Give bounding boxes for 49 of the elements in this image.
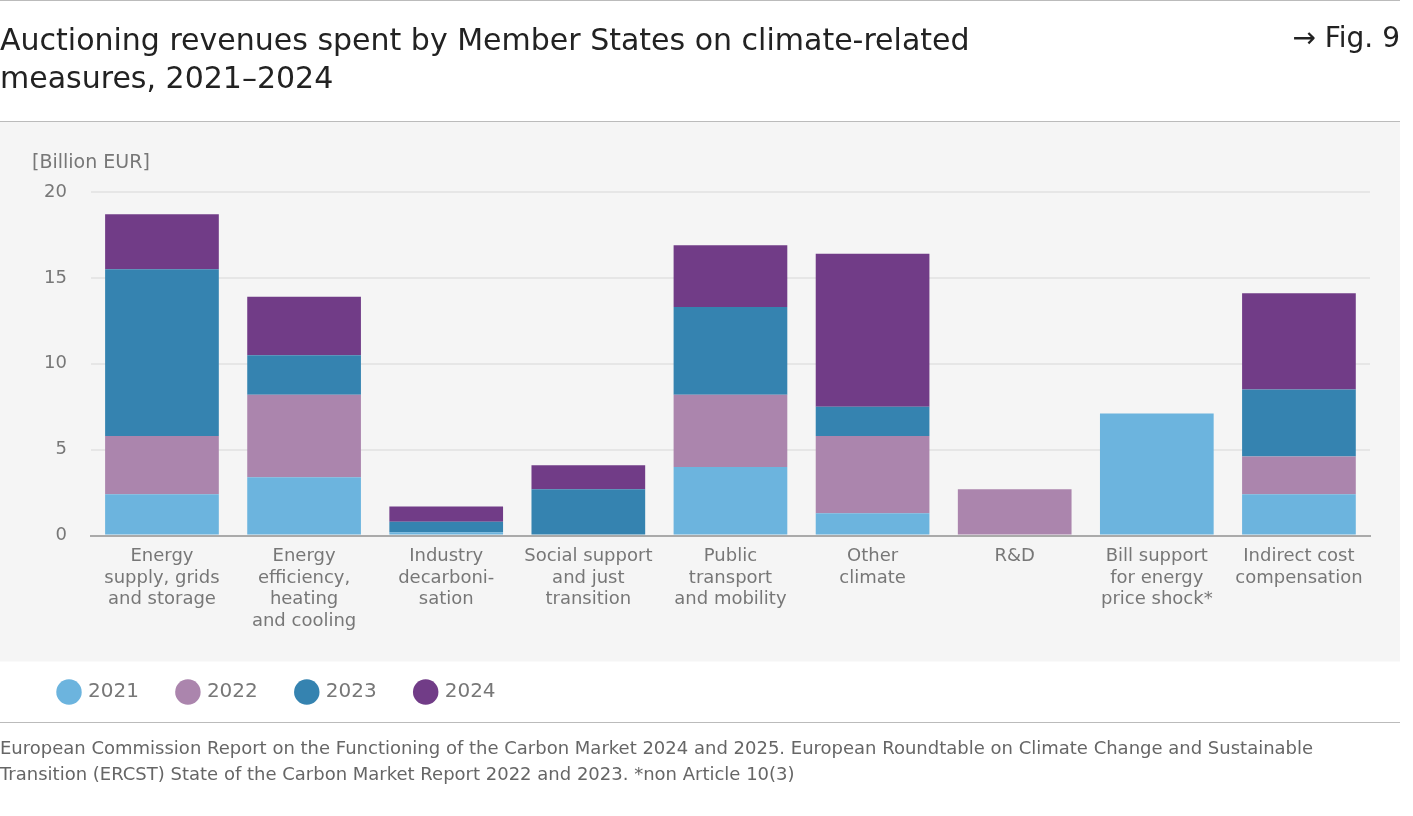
y-tick-label: 15 bbox=[44, 265, 67, 287]
bar bbox=[815, 253, 930, 407]
x-tick-label: Public transport and mobility bbox=[674, 544, 787, 609]
bar bbox=[247, 355, 361, 395]
x-tick-label: Social support and just transition bbox=[524, 544, 653, 609]
text: European Commission Report on the Functioning of the Carbon Market 2024 and 2025. European Roundtable on Climate Change and Sustainable Transition (ERCST) State of the Carbon Market Report 2022 and 2023. *non Article 10(3) bbox=[0, 722, 1400, 787]
y-tick-label: 20 bbox=[44, 179, 67, 201]
bar bbox=[673, 466, 788, 535]
x-tick-label: Other climate bbox=[839, 544, 906, 587]
y-axis-title: [Billion EUR] bbox=[32, 150, 150, 172]
bar bbox=[105, 269, 219, 436]
bar bbox=[105, 435, 219, 495]
chart-title: Auctioning revenues spent by Member States on climate-related measures, 2021–2024 bbox=[0, 21, 971, 97]
bar bbox=[957, 489, 1072, 535]
bar bbox=[531, 489, 646, 535]
y-tick-label: 5 bbox=[55, 437, 67, 459]
bar bbox=[1242, 389, 1356, 457]
bar bbox=[815, 513, 930, 535]
x-tick-label: Energy supply, grids and storage bbox=[104, 544, 220, 609]
x-tick-label: R&D bbox=[994, 544, 1035, 566]
legend-label: 2024 bbox=[444, 678, 496, 703]
bar bbox=[247, 477, 361, 535]
bar bbox=[673, 394, 788, 467]
x-tick-label: Indirect cost compensation bbox=[1235, 544, 1363, 587]
bar bbox=[105, 494, 219, 535]
bar bbox=[389, 532, 504, 535]
x-tick-label: Industry decarboni- sation bbox=[398, 544, 495, 609]
bar bbox=[389, 506, 504, 522]
bar bbox=[247, 394, 361, 478]
bar bbox=[247, 296, 361, 356]
bar bbox=[531, 465, 646, 490]
bar bbox=[673, 307, 788, 395]
x-tick-label: Energy efficiency, heating and cooling bbox=[251, 544, 357, 630]
bar bbox=[815, 435, 930, 514]
bar bbox=[1242, 494, 1356, 535]
bar bbox=[1242, 293, 1356, 390]
legend-label: 2021 bbox=[88, 678, 139, 703]
legend-label: 2023 bbox=[325, 678, 377, 703]
bar bbox=[389, 521, 504, 533]
bar bbox=[105, 214, 219, 270]
bar bbox=[1099, 413, 1214, 535]
y-tick-label: 10 bbox=[44, 351, 67, 373]
bar bbox=[1242, 456, 1356, 495]
x-tick-label: Bill support for energy price shock* bbox=[1101, 544, 1213, 609]
bar bbox=[673, 245, 788, 308]
text: → Fig. 9 bbox=[1292, 21, 1400, 56]
legend-label: 2022 bbox=[206, 678, 258, 703]
bar bbox=[815, 406, 930, 436]
y-tick-label: 0 bbox=[55, 523, 67, 545]
